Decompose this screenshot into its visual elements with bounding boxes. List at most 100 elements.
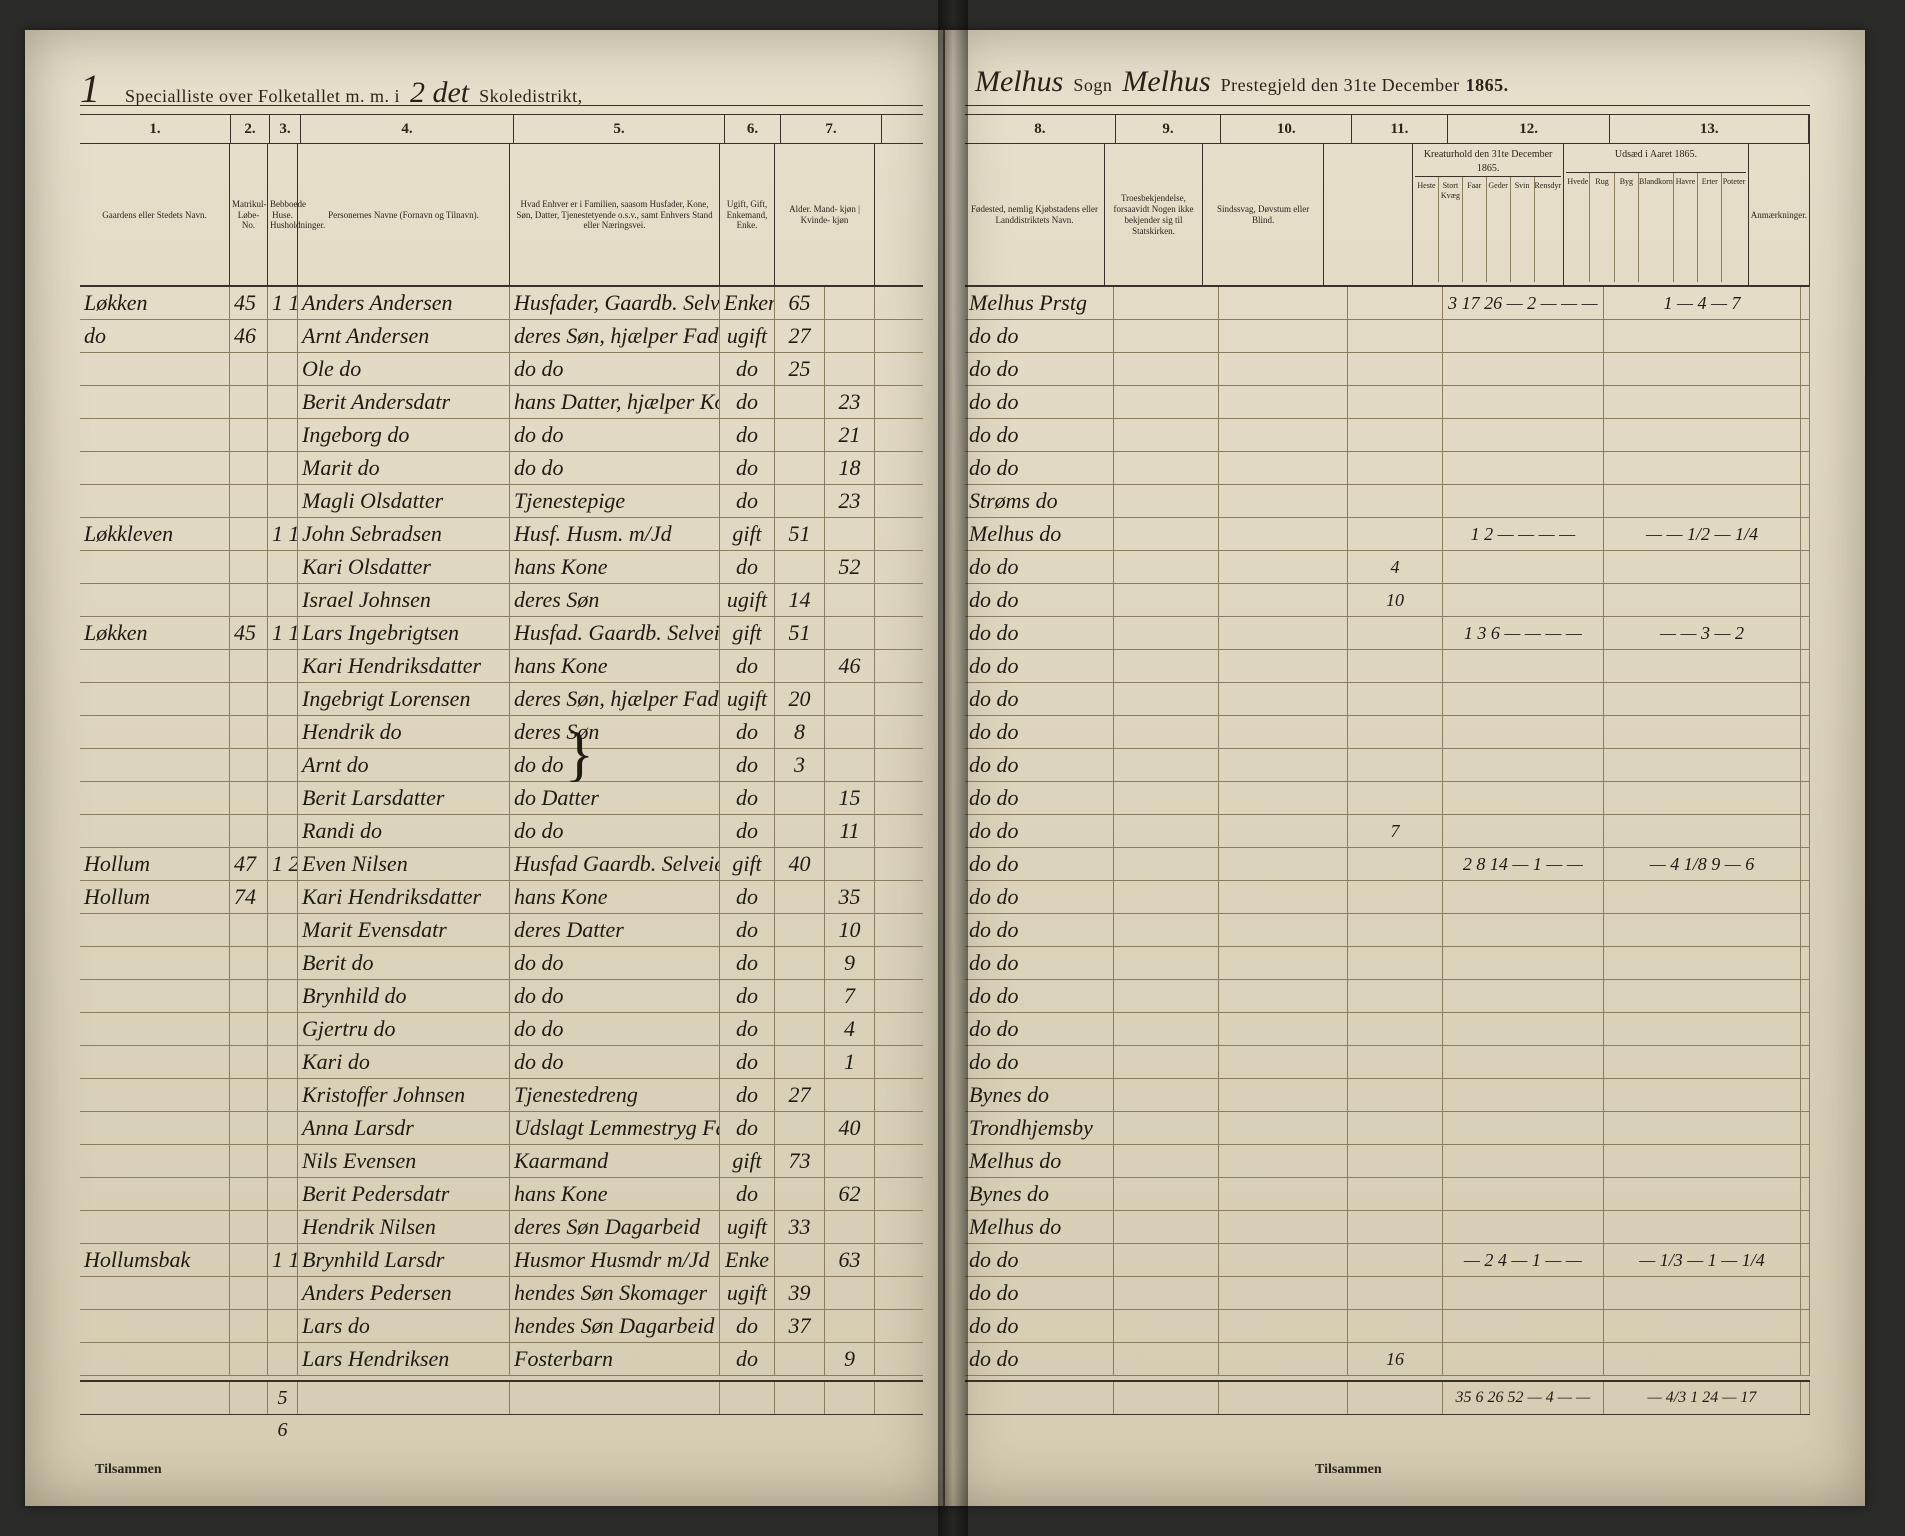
- cell: Hendrik Nilsen: [298, 1211, 510, 1243]
- cell: [230, 815, 268, 847]
- cell: Nils Evensen: [298, 1145, 510, 1177]
- cell: [80, 584, 230, 616]
- cell: [230, 914, 268, 946]
- cell: deres Søn, hjælper Faderen med Gaardsbru…: [510, 320, 720, 352]
- table-row: do do: [965, 1310, 1810, 1343]
- cell: [1219, 650, 1348, 682]
- cell: [1604, 485, 1801, 517]
- cell: do: [720, 815, 775, 847]
- cell: [80, 386, 230, 418]
- table-row: do do: [965, 683, 1810, 716]
- cell: [1604, 749, 1801, 781]
- year: 1865.: [1466, 75, 1509, 96]
- cell: 27: [775, 320, 825, 352]
- cell: Kari do: [298, 1046, 510, 1078]
- cell: [1348, 947, 1443, 979]
- table-row: Gjertru dodo dodo4: [80, 1013, 923, 1046]
- sum-cell: [1348, 1382, 1443, 1414]
- cell: [1801, 518, 1810, 550]
- cell: Kari Olsdatter: [298, 551, 510, 583]
- table-row: do do16: [965, 1343, 1810, 1376]
- cell: [1443, 716, 1604, 748]
- cell: [825, 1211, 875, 1243]
- cell: Brynhild do: [298, 980, 510, 1012]
- cell: [230, 1310, 268, 1342]
- table-row: do do10: [965, 584, 1810, 617]
- cell: [230, 1079, 268, 1111]
- sum-cell: — 4/3 1 24 — 17: [1604, 1382, 1801, 1414]
- cell: [1801, 1178, 1810, 1210]
- cell: Brynhild Larsdr: [298, 1244, 510, 1276]
- cell: do Datter: [510, 782, 720, 814]
- cell: [1348, 1013, 1443, 1045]
- cell: [1348, 353, 1443, 385]
- header-script-1: 2 det: [410, 76, 469, 110]
- cell: [1114, 1277, 1219, 1309]
- table-row: do do: [965, 353, 1810, 386]
- table-row: Kari Hendriksdatterhans Konedo46: [80, 650, 923, 683]
- cell: Hollum: [80, 848, 230, 880]
- left-data-rows: Løkken451 1Anders AndersenHusfader, Gaar…: [80, 287, 923, 1376]
- cell: [268, 881, 298, 913]
- cell: [268, 485, 298, 517]
- cell: do: [720, 1178, 775, 1210]
- cell: [1348, 881, 1443, 913]
- cell: 3: [775, 749, 825, 781]
- cell: [825, 584, 875, 616]
- cell: do: [720, 1310, 775, 1342]
- cell: [775, 650, 825, 682]
- cell: [1219, 1013, 1348, 1045]
- cell: [1801, 782, 1810, 814]
- table-row: Melhus Prstg3 17 26 — 2 — — —1 — 4 — 7: [965, 287, 1810, 320]
- cell: [268, 353, 298, 385]
- cell: 4: [1348, 551, 1443, 583]
- cell: [1604, 320, 1801, 352]
- cell: [268, 419, 298, 451]
- cell: 21: [825, 419, 875, 451]
- cell: [1801, 452, 1810, 484]
- cell: [1348, 1178, 1443, 1210]
- cell: [268, 386, 298, 418]
- table-row: do do: [965, 980, 1810, 1013]
- cell: [1348, 1277, 1443, 1309]
- cell: [80, 782, 230, 814]
- table-row: Hollum74Kari Hendriksdatterhans Konedo35: [80, 881, 923, 914]
- cell: do do: [965, 683, 1114, 715]
- cell: [230, 650, 268, 682]
- cell: [230, 1277, 268, 1309]
- cell: do: [720, 452, 775, 484]
- cell: hendes Søn Dagarbeid: [510, 1310, 720, 1342]
- left-page: 1 Specialliste over Folketallet m. m. i …: [25, 30, 945, 1506]
- cell: [230, 1145, 268, 1177]
- cell: [775, 452, 825, 484]
- sum-cell: 35 6 26 52 — 4 — —: [1443, 1382, 1604, 1414]
- col-num: 2.: [231, 115, 270, 143]
- cell: [80, 914, 230, 946]
- cell: [825, 848, 875, 880]
- cell: [1443, 1211, 1604, 1243]
- cell: [268, 749, 298, 781]
- cell: [1443, 584, 1604, 616]
- cell: ugift: [720, 683, 775, 715]
- table-row: Strøms do: [965, 485, 1810, 518]
- cell: [775, 1244, 825, 1276]
- table-row: Anna LarsdrUdslagt Lemmestryg Fattigbarn…: [80, 1112, 923, 1145]
- cell: [268, 716, 298, 748]
- cell: 18: [825, 452, 875, 484]
- cell: Trondhjemsby: [965, 1112, 1114, 1144]
- cell: [1219, 980, 1348, 1012]
- cell: Fosterbarn: [510, 1343, 720, 1375]
- cell: 23: [825, 386, 875, 418]
- cell: [1348, 848, 1443, 880]
- table-row: Randi dodo dodo11: [80, 815, 923, 848]
- cell: 14: [775, 584, 825, 616]
- cell: [80, 815, 230, 847]
- cell: Berit do: [298, 947, 510, 979]
- cell: [775, 947, 825, 979]
- cell: 23: [825, 485, 875, 517]
- cell: Berit Pedersdatr: [298, 1178, 510, 1210]
- table-row: do do: [965, 1277, 1810, 1310]
- table-row: Marit Evensdatrderes Datterdo10: [80, 914, 923, 947]
- cell: [825, 1079, 875, 1111]
- cell: deres Søn, hjælper Faderen: [510, 683, 720, 715]
